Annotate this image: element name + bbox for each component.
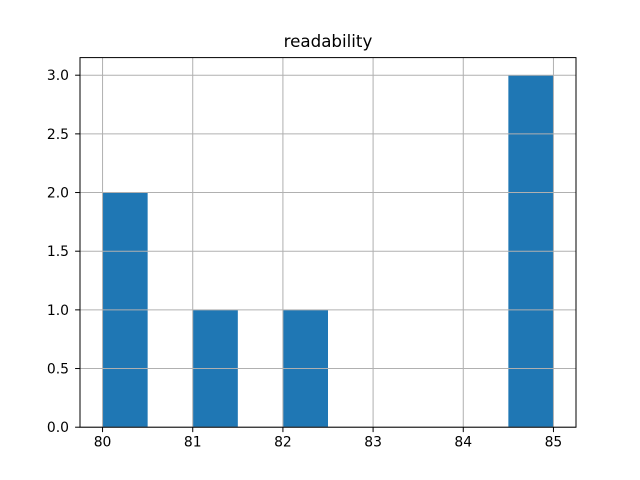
- y-tick-label: 2.5: [47, 127, 69, 143]
- tick-labels-group: 80 81 82 83 84 85 0.0 0.5 1.0 1.5 2.0 2.5 3.0: [47, 68, 562, 451]
- y-tick-label: 3.0: [47, 68, 69, 84]
- spines-group: [79, 57, 577, 428]
- x-tick-label: 80: [94, 435, 112, 451]
- y-tick-label: 1.0: [47, 303, 69, 319]
- x-tick-label: 81: [184, 435, 202, 451]
- y-tick-label: 1.5: [47, 244, 69, 260]
- y-tick-label: 0.0: [47, 420, 69, 436]
- x-tick-label: 83: [364, 435, 382, 451]
- chart-title: readability: [284, 31, 373, 51]
- x-tick-label: 85: [545, 435, 563, 451]
- axes-spines: [79, 57, 577, 428]
- ticks-group: [75, 74, 554, 433]
- y-tick-label: 0.5: [47, 362, 69, 378]
- x-tick-label: 82: [274, 435, 292, 451]
- grid-group: [80, 57, 576, 428]
- y-tick-label: 2.0: [47, 186, 69, 202]
- x-tick-label: 84: [454, 435, 472, 451]
